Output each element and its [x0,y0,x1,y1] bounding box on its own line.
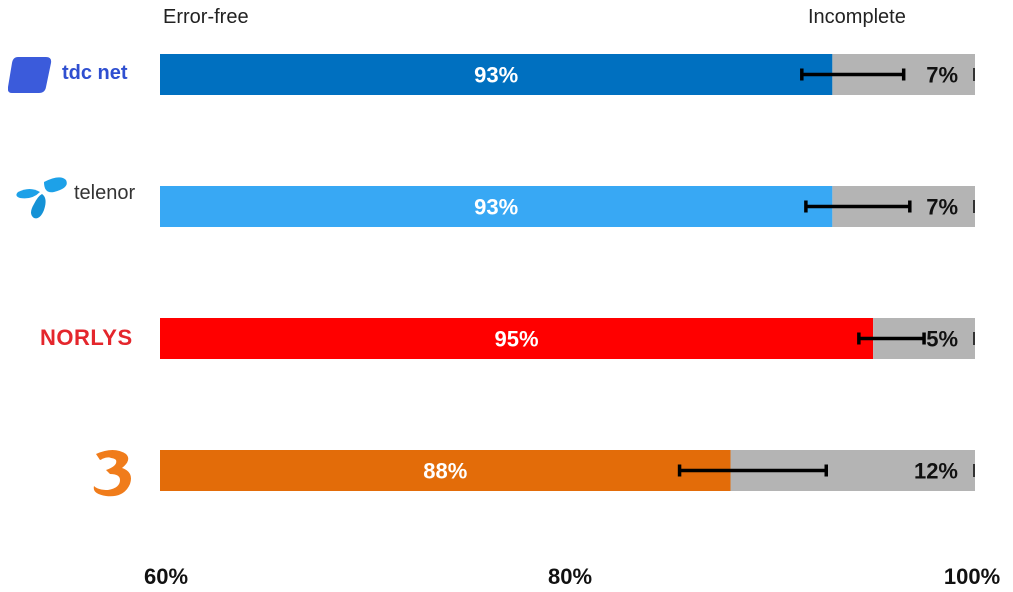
tdc-net-logo-text: tdc net [62,62,128,84]
legend-incomplete: Incomplete [808,6,906,28]
x-tick-label: 60% [143,564,189,589]
x-tick-label: 80% [547,564,593,589]
data-label-incomplete: 5% [926,327,958,352]
three-logo-mark [93,450,131,497]
bar-error-free [160,54,833,95]
tdc-net-logo-mark [7,57,52,93]
data-label-incomplete: 7% [926,195,958,220]
bar-error-free [160,186,833,227]
norlys-logo: NORLYS [40,325,150,355]
data-label-error-free: 88% [423,459,467,484]
data-label-error-free: 93% [474,195,518,220]
data-label-error-free: 95% [495,327,539,352]
bar-error-free [160,318,874,359]
data-label-incomplete: 7% [926,63,958,88]
three-logo [86,448,144,500]
data-label-incomplete: 12% [914,459,958,484]
legend-error-free: Error-free [163,6,249,28]
x-tick-label: 100% [943,564,1001,589]
telenor-propeller-icon [16,177,67,219]
bar-error-free [160,450,731,491]
telenor-logo-text: telenor [74,182,136,204]
tdc-net-logo: tdc net [7,56,150,94]
telenor-logo: telenor [14,176,154,220]
norlys-logo-text: NORLYS [40,325,133,350]
data-label-error-free: 93% [474,63,518,88]
